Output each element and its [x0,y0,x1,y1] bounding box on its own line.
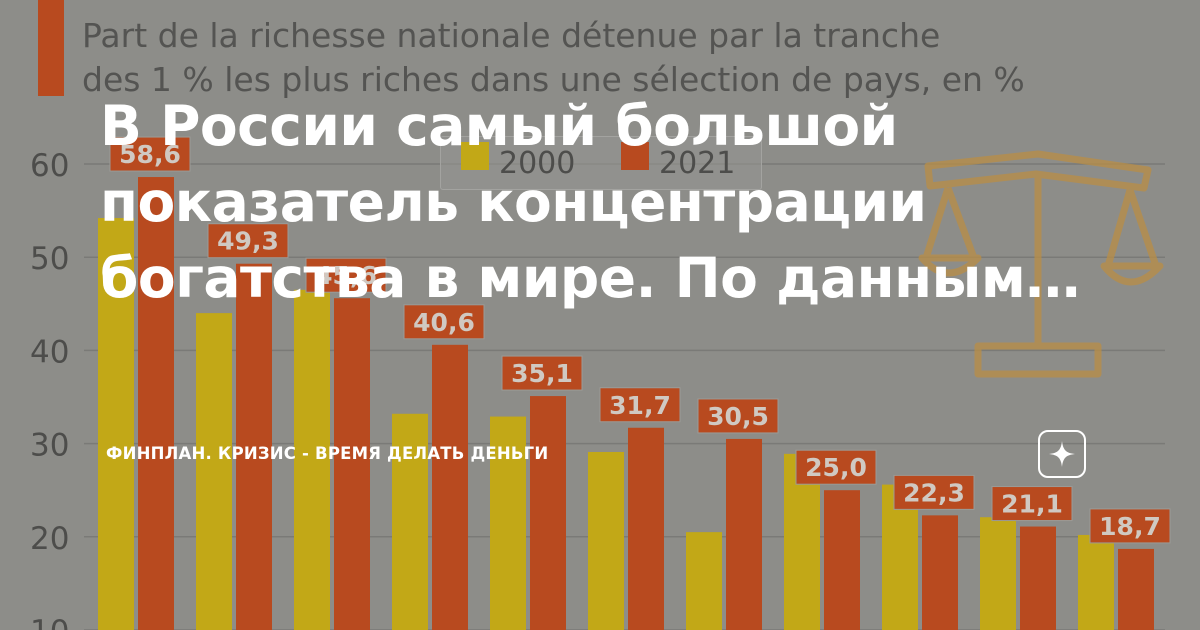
bar-2000 [392,413,428,630]
bar-2021 [628,427,664,630]
data-label-2021: 35,1 [511,359,573,388]
y-tick-label: 30 [30,428,69,464]
data-label-box-2021 [599,387,681,423]
bar-2000 [980,517,1016,630]
legend-label-2021: 2021 [659,146,736,181]
chart-legend: 2000 2021 [440,136,762,190]
bar-2021 [922,515,958,630]
y-tick-label: 10 [30,614,69,630]
data-label-2021: 25,0 [805,453,867,482]
chart-title: Part de la richesse nationale détenue pa… [82,16,1025,99]
y-tick-label: 50 [30,241,69,277]
bar-2000 [686,532,722,630]
data-label-box-2021 [697,398,779,434]
data-label-box-2021 [403,304,485,340]
article-headline[interactable]: В России самый большой показатель концен… [100,94,1080,310]
bar-2021 [530,396,566,630]
legend-label-2000: 2000 [499,146,576,181]
bar-2021 [1020,526,1056,630]
data-label-2021: 30,5 [707,402,769,431]
y-tick-label: 20 [30,521,69,557]
bar-2021 [138,177,174,630]
data-label-box-2021 [305,257,387,293]
bar-2000 [98,218,134,630]
data-label-2021: 58,6 [119,140,181,169]
bar-2021 [334,298,370,630]
data-label-box-2021 [1089,508,1171,544]
bar-2021 [726,438,762,630]
channel-name-link[interactable]: ФИНПЛАН. КРИЗИС - ВРЕМЯ ДЕЛАТЬ ДЕНЬГИ [106,444,549,463]
data-label-2021: 21,1 [1001,490,1063,519]
title-accent-bar [38,0,64,96]
bar-2021 [432,344,468,630]
chart-title-box: Part de la richesse nationale détenue pa… [0,0,1200,120]
bar-2000 [294,289,330,630]
data-label-box-2021 [991,486,1073,522]
bar-2000 [588,451,624,630]
y-tick-label: 60 [30,148,69,184]
bar-2000 [490,416,526,630]
data-label-box-2021 [795,449,877,485]
data-label-2021: 31,7 [609,391,671,420]
data-label-2021: 49,3 [217,227,279,256]
data-label-2021: 18,7 [1099,512,1161,541]
bar-2000 [1078,534,1114,630]
data-label-box-2021 [893,474,975,510]
bar-2000 [196,313,232,630]
bar-2021 [236,263,272,630]
data-label-2021: 45,6 [315,261,377,290]
sparkle-star-icon [1049,441,1075,467]
data-label-2021: 22,3 [903,478,965,507]
legend-swatch-2021 [621,142,649,170]
data-label-2021: 40,6 [413,308,475,337]
bar-2021 [1118,548,1154,630]
data-label-box-2021 [207,223,289,259]
channel-badge-button[interactable] [1038,430,1086,478]
scales-icon [918,150,1164,378]
data-label-box-2021 [109,136,191,172]
data-label-box-2021 [501,355,583,391]
y-tick-label: 40 [30,334,69,370]
bar-2021 [824,490,860,630]
legend-swatch-2000 [461,142,489,170]
